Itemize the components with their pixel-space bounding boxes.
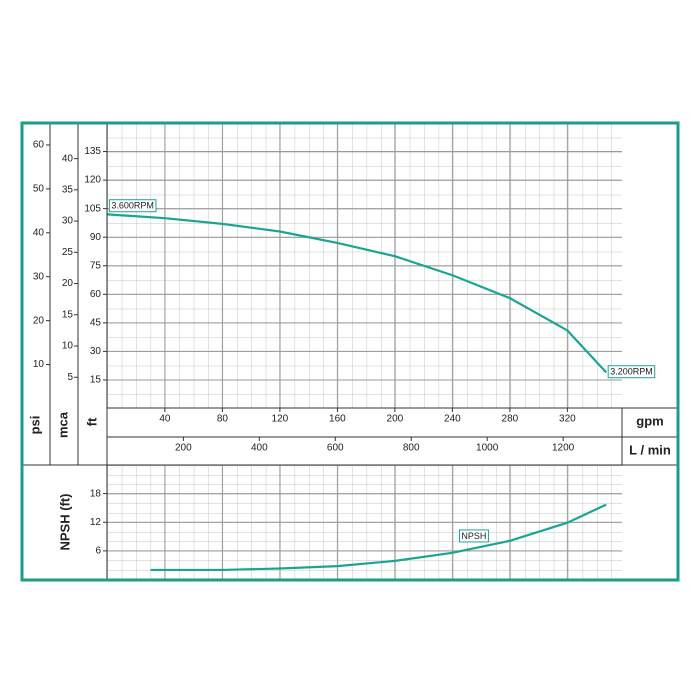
y-tick-label: 6 (95, 546, 101, 557)
x-tick-label: 40 (159, 414, 171, 425)
y-tick-label: 30 (90, 346, 102, 357)
y-tick-label: 12 (90, 517, 102, 528)
x2-tick-label: 800 (403, 443, 420, 454)
y-tick-label: 10 (33, 359, 45, 370)
x2-tick-label: 200 (175, 443, 192, 454)
annotation-box (108, 199, 157, 213)
y-tick-label: 5 (67, 372, 73, 383)
legend-box (458, 529, 489, 543)
y-tick-label: 40 (33, 227, 45, 238)
y-tick-label: 50 (33, 184, 45, 195)
x2-tick-label: 400 (251, 443, 268, 454)
y-tick-label: 105 (84, 203, 101, 214)
x-tick-label: 80 (217, 414, 229, 425)
x-tick-label: 240 (444, 414, 461, 425)
dividers (22, 123, 678, 580)
x-tick-label: 320 (559, 414, 576, 425)
y-tick-label: 20 (33, 315, 45, 326)
legend-label: NPSH (461, 531, 486, 541)
y-tick-label: 45 (90, 317, 102, 328)
y-tick-label: 20 (62, 278, 74, 289)
annotation: 3.600RPM (111, 201, 154, 211)
axis-title: gpm (636, 413, 663, 428)
axis-title: NPSH (ft) (57, 493, 72, 550)
y-tick-label: 15 (62, 309, 74, 320)
y-tick-label: 30 (62, 216, 74, 227)
y-tick-label: 120 (84, 175, 101, 186)
x2-tick-label: 1000 (476, 443, 499, 454)
y-tick-label: 30 (33, 271, 45, 282)
axis-title: L / min (629, 442, 671, 457)
y-tick-label: 18 (90, 488, 102, 499)
y-tick-label: 40 (62, 153, 74, 164)
y-tick-label: 90 (90, 232, 102, 243)
y-tick-label: 60 (33, 140, 45, 151)
x-tick-label: 160 (329, 414, 346, 425)
y-tick-label: 10 (62, 341, 74, 352)
y-tick-label: 60 (90, 289, 102, 300)
annotation-box (607, 365, 656, 379)
axis-title: ft (84, 417, 99, 426)
axis-title: mca (55, 411, 70, 438)
axis-title: psi (27, 416, 42, 435)
frame (20, 121, 680, 582)
y-tick-label: 15 (90, 375, 102, 386)
curve (150, 503, 607, 572)
y-tick-label: 35 (62, 184, 74, 195)
x-tick-label: 280 (502, 414, 519, 425)
x-tick-label: 120 (272, 414, 289, 425)
annotation: 3.200RPM (610, 367, 653, 377)
y-tick-label: 25 (62, 247, 74, 258)
plot-layer: 15 30 45 60 75 90 105 120 135 10 20 30 40 50 60 5 10 15 20… (33, 123, 622, 580)
x-tick-label: 200 (387, 414, 404, 425)
y-tick-label: 135 (84, 146, 101, 157)
curve (107, 213, 607, 374)
y-tick-label: 75 (90, 260, 102, 271)
x2-tick-label: 600 (327, 443, 344, 454)
x2-tick-label: 1200 (552, 443, 575, 454)
